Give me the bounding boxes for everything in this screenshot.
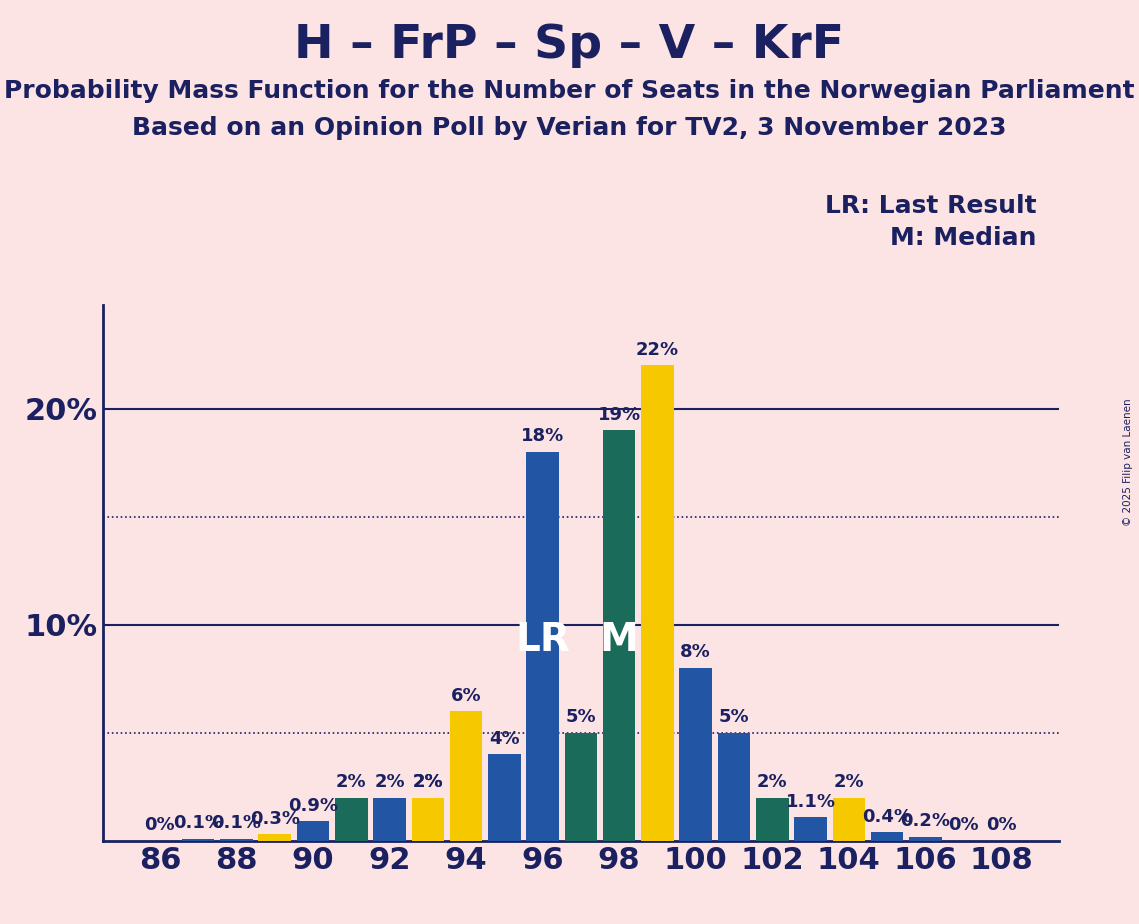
Text: Based on an Opinion Poll by Verian for TV2, 3 November 2023: Based on an Opinion Poll by Verian for T…	[132, 116, 1007, 140]
Text: 1.1%: 1.1%	[786, 793, 836, 810]
Text: 5%: 5%	[719, 709, 749, 726]
Text: 0.3%: 0.3%	[249, 809, 300, 828]
Text: M: M	[600, 621, 639, 659]
Text: 4%: 4%	[489, 730, 519, 748]
Text: Probability Mass Function for the Number of Seats in the Norwegian Parliament: Probability Mass Function for the Number…	[5, 79, 1134, 103]
Bar	[411, 797, 444, 841]
Bar	[909, 836, 942, 841]
Bar	[871, 833, 903, 841]
Bar	[526, 452, 559, 841]
Bar	[756, 797, 788, 841]
Bar	[565, 733, 597, 841]
Bar	[680, 668, 712, 841]
Text: 6%: 6%	[451, 687, 482, 705]
Text: 2%: 2%	[757, 773, 787, 791]
Bar	[220, 839, 253, 841]
Text: 0.2%: 0.2%	[900, 812, 950, 830]
Text: 0.1%: 0.1%	[173, 814, 223, 833]
Text: 22%: 22%	[636, 341, 679, 359]
Text: H – FrP – Sp – V – KrF: H – FrP – Sp – V – KrF	[295, 23, 844, 68]
Bar	[718, 733, 751, 841]
Bar	[641, 365, 673, 841]
Text: 2%: 2%	[412, 773, 443, 791]
Text: 0.9%: 0.9%	[288, 796, 338, 815]
Bar	[833, 797, 865, 841]
Bar	[411, 797, 444, 841]
Text: 19%: 19%	[598, 406, 641, 424]
Text: 0.1%: 0.1%	[212, 814, 262, 833]
Text: 0%: 0%	[145, 817, 175, 834]
Bar	[374, 797, 405, 841]
Bar	[603, 431, 636, 841]
Text: 18%: 18%	[521, 428, 564, 445]
Bar	[297, 821, 329, 841]
Text: 5%: 5%	[566, 709, 596, 726]
Bar	[259, 834, 290, 841]
Text: 2%: 2%	[375, 773, 404, 791]
Text: 2%: 2%	[336, 773, 367, 791]
Text: 2%: 2%	[834, 773, 865, 791]
Text: 8%: 8%	[680, 643, 711, 662]
Bar	[450, 711, 482, 841]
Text: M: Median: M: Median	[890, 226, 1036, 250]
Bar	[182, 839, 214, 841]
Text: 2%: 2%	[412, 773, 443, 791]
Bar	[794, 817, 827, 841]
Text: © 2025 Filip van Laenen: © 2025 Filip van Laenen	[1123, 398, 1133, 526]
Text: LR: Last Result: LR: Last Result	[825, 194, 1036, 218]
Text: 0%: 0%	[986, 817, 1017, 834]
Bar	[335, 797, 368, 841]
Bar	[489, 754, 521, 841]
Text: LR: LR	[515, 621, 570, 659]
Text: 0.4%: 0.4%	[862, 808, 912, 826]
Text: 0%: 0%	[949, 817, 978, 834]
